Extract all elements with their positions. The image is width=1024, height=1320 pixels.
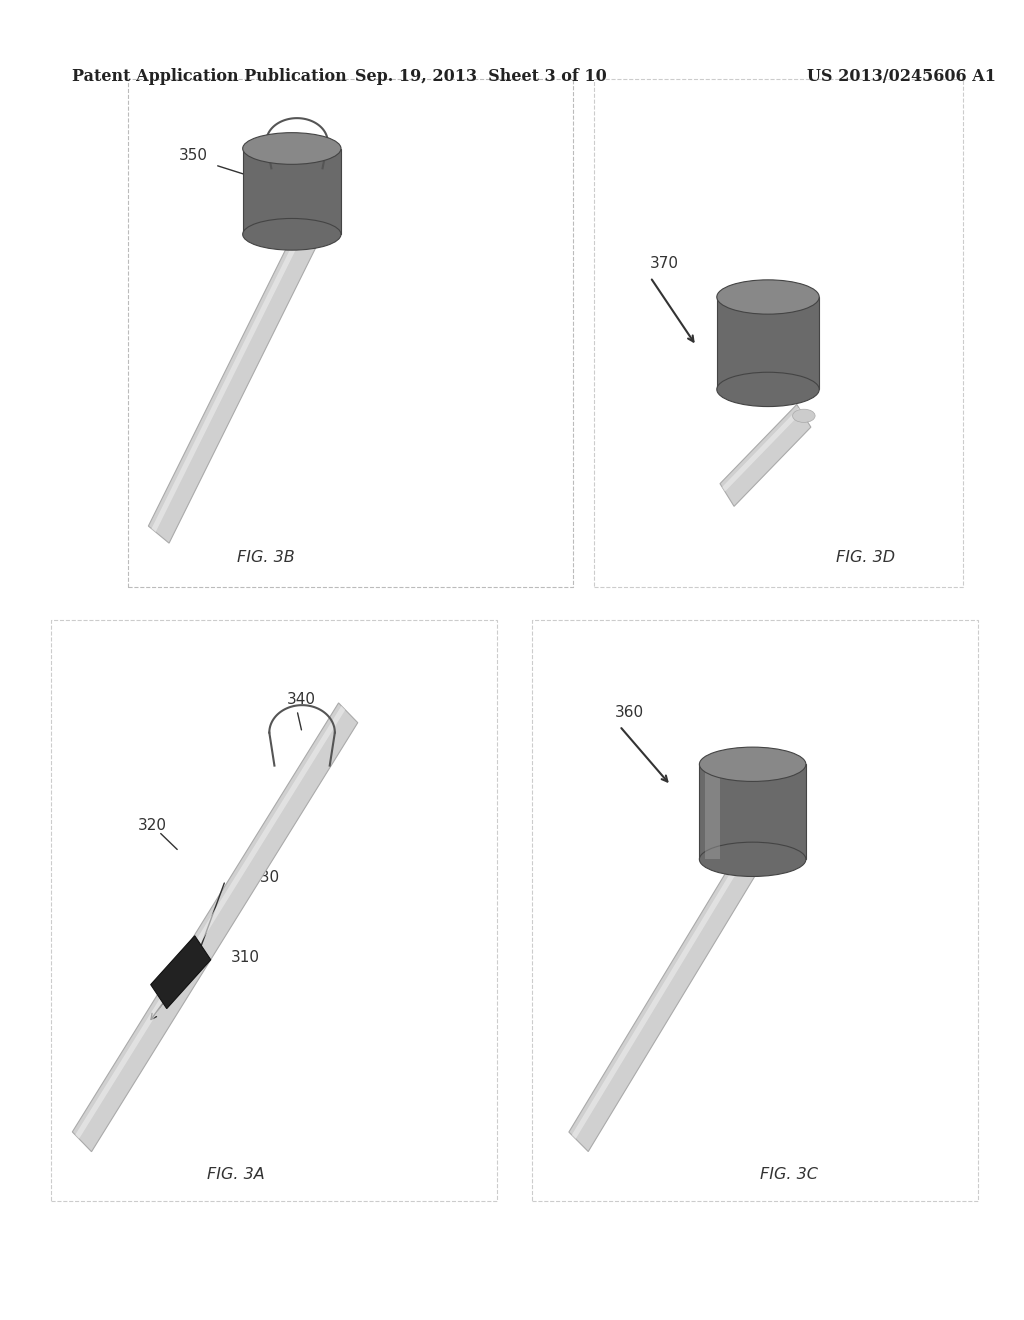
Ellipse shape — [243, 218, 341, 249]
Ellipse shape — [717, 372, 819, 407]
Text: Sep. 19, 2013  Sheet 3 of 10: Sep. 19, 2013 Sheet 3 of 10 — [355, 69, 607, 84]
Ellipse shape — [759, 284, 777, 294]
Text: FIG. 3C: FIG. 3C — [760, 1167, 817, 1183]
Text: 310: 310 — [230, 949, 259, 965]
Polygon shape — [73, 704, 357, 1151]
Ellipse shape — [793, 409, 815, 422]
Text: FIG. 3B: FIG. 3B — [238, 549, 295, 565]
Polygon shape — [720, 404, 811, 507]
Polygon shape — [151, 936, 211, 1008]
Ellipse shape — [743, 751, 762, 762]
Bar — [705, 764, 720, 859]
Polygon shape — [722, 408, 802, 491]
Text: 360: 360 — [614, 705, 643, 721]
Polygon shape — [571, 805, 775, 1139]
Text: Patent Application Publication: Patent Application Publication — [72, 69, 346, 84]
Text: FIG. 3D: FIG. 3D — [836, 549, 895, 565]
Polygon shape — [148, 197, 333, 543]
Ellipse shape — [699, 747, 806, 781]
Bar — [532, 620, 978, 1201]
Bar — [699, 764, 806, 859]
Polygon shape — [569, 803, 787, 1151]
Text: 350: 350 — [179, 148, 208, 164]
Ellipse shape — [699, 842, 806, 876]
Text: US 2013/0245606 A1: US 2013/0245606 A1 — [807, 69, 995, 84]
Ellipse shape — [243, 133, 341, 165]
Text: 330: 330 — [251, 870, 280, 886]
Text: FIG. 3A: FIG. 3A — [207, 1167, 264, 1183]
Ellipse shape — [717, 280, 819, 314]
Text: 340: 340 — [287, 692, 315, 708]
Text: 370: 370 — [650, 256, 679, 272]
Bar — [51, 620, 497, 1201]
Polygon shape — [75, 706, 345, 1139]
Bar — [243, 149, 341, 235]
Bar — [717, 297, 819, 389]
Text: 320: 320 — [138, 817, 167, 833]
Bar — [128, 79, 573, 587]
Polygon shape — [152, 198, 319, 532]
Bar — [594, 79, 963, 587]
